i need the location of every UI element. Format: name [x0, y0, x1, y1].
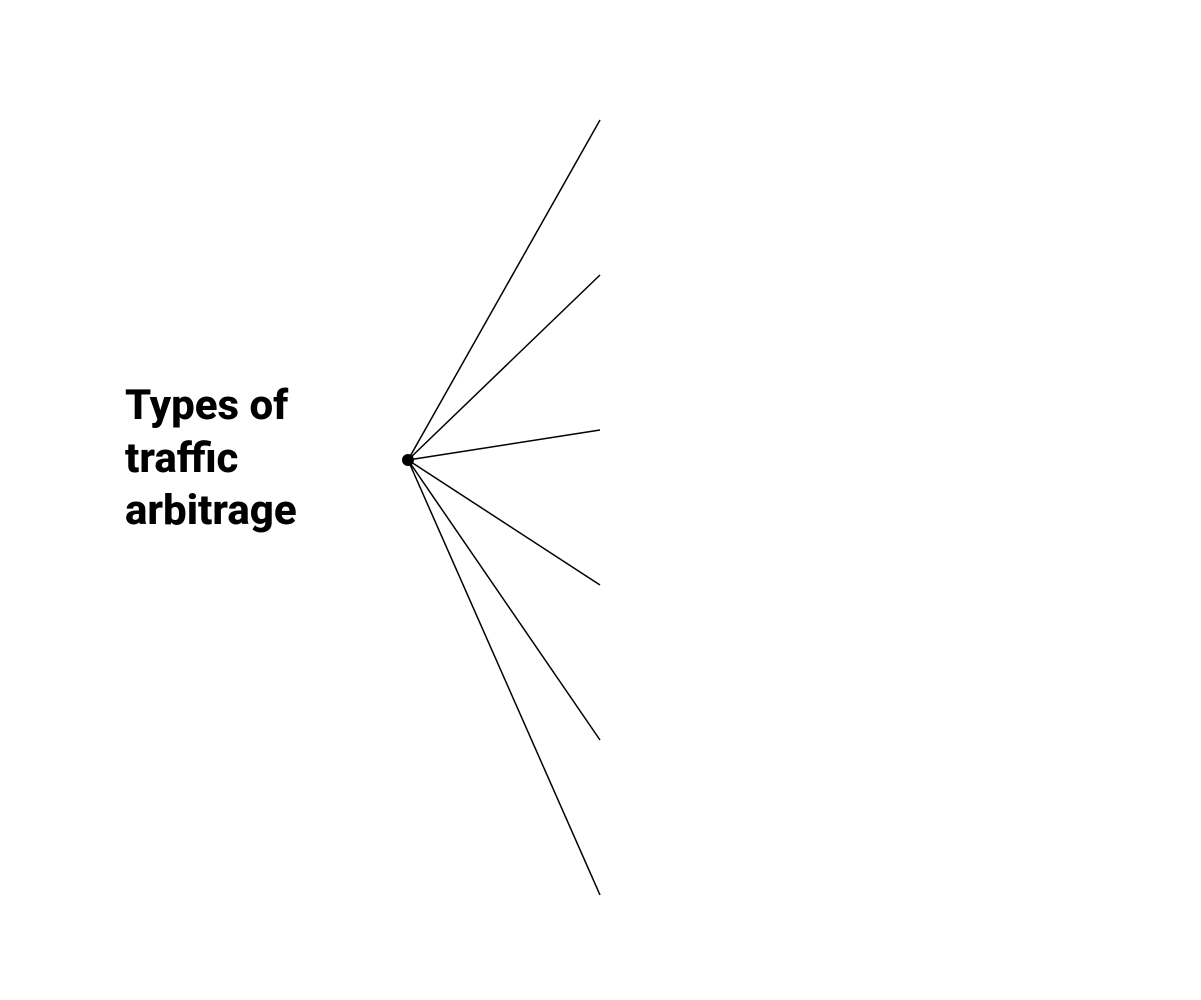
node-pill: Direct: [600, 70, 1050, 170]
edge-line: [408, 460, 600, 895]
edge-line: [408, 430, 600, 460]
edge-line: [408, 460, 600, 740]
diagram-container: Types of traffic arbitrage Direct Organic…: [0, 0, 1201, 1000]
node-pill: Undefined: [600, 845, 1050, 945]
node-label: Paid: [797, 569, 852, 602]
node-label: Undefined: [762, 879, 888, 912]
node-label: Social Media Traffic: [703, 724, 948, 757]
node-pill: Social Media Traffic: [600, 690, 1050, 790]
diagram-title: Types of traffic arbitrage: [125, 380, 297, 538]
node-pill: Referral: [600, 380, 1050, 480]
node-pill: Organic: [600, 225, 1050, 325]
edge-line: [408, 275, 600, 460]
node-label: Referral: [777, 414, 874, 447]
node-label: Organic: [777, 259, 873, 292]
node-label: Direct: [788, 104, 861, 137]
hub-dot: [402, 454, 414, 466]
edge-line: [408, 120, 600, 460]
node-pill: Paid: [600, 535, 1050, 635]
edge-line: [408, 460, 600, 585]
